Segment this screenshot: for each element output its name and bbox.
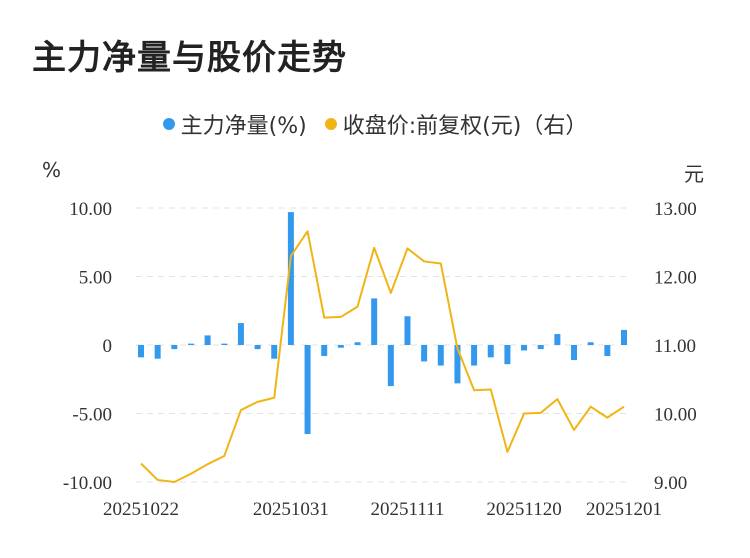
legend-label-net-volume: 主力净量(%) (180, 114, 307, 139)
bar (537, 345, 544, 350)
bar (237, 323, 244, 345)
x-axis-tick-label: 20251022 (103, 499, 179, 520)
left-axis-unit: % (42, 158, 62, 182)
legend-dot-yellow (324, 118, 337, 130)
x-axis-tick-label: 20251031 (253, 499, 329, 520)
right-axis-tick-label: 12.00 (654, 268, 697, 289)
bar (204, 335, 211, 345)
bar (354, 342, 361, 345)
bar (437, 345, 444, 366)
bar (471, 345, 478, 366)
bar (521, 345, 528, 351)
x-axis-tick-label: 20251120 (486, 499, 561, 520)
bar (587, 342, 594, 345)
bar (304, 345, 311, 435)
x-axis-tick-label: 20251201 (586, 499, 662, 520)
bar (321, 345, 328, 356)
right-axis-tick-label: 9.00 (654, 473, 687, 494)
price-line (140, 230, 625, 483)
right-axis-tick-label: 11.00 (654, 336, 696, 357)
bar (554, 334, 561, 345)
legend-item-close-price[interactable]: 收盘价:前复权(元)（右） (324, 108, 588, 140)
left-axis-tick-label: 0 (103, 336, 113, 357)
bar (287, 212, 294, 345)
legend-item-net-volume[interactable]: 主力净量(%) (162, 108, 307, 140)
bar (621, 329, 627, 345)
right-axis-unit: 元 (684, 162, 704, 186)
bar (604, 345, 611, 356)
bar (154, 345, 161, 359)
left-axis-tick-label: -10.00 (63, 473, 112, 494)
bar (138, 345, 144, 358)
bar (421, 345, 428, 362)
left-axis-tick-label: 5.00 (79, 268, 112, 289)
left-axis-tick-label: 10.00 (69, 199, 112, 220)
bar (221, 343, 228, 345)
right-axis-tick-label: 10.00 (654, 405, 697, 426)
bar (337, 345, 344, 348)
bar (387, 345, 394, 387)
bar (454, 345, 461, 384)
legend: 主力净量(%) 收盘价:前复权(元)（右） (0, 108, 750, 140)
legend-label-close-price: 收盘价:前复权(元)（右） (342, 114, 588, 139)
bar (504, 345, 511, 365)
left-axis-tick-label: -5.00 (72, 405, 112, 426)
bar (487, 345, 494, 358)
legend-dot-blue (162, 118, 175, 130)
bar (187, 343, 194, 345)
x-axis-tick-label: 20251111 (371, 499, 445, 520)
right-axis-tick-label: 13.00 (654, 199, 697, 220)
bar (171, 345, 178, 350)
bar (371, 298, 378, 345)
bar (271, 345, 278, 359)
chart-title: 主力净量与股价走势 (32, 38, 347, 78)
bar (404, 316, 411, 345)
bar (254, 345, 261, 350)
bar (571, 345, 578, 361)
